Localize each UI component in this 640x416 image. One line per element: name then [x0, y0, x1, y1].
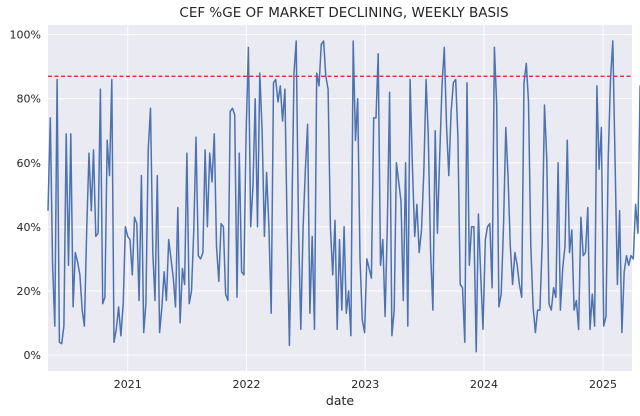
y-tick-label: 80% [17, 93, 41, 106]
y-tick-label: 20% [17, 285, 41, 298]
x-axis: 2021 2022 2023 2024 2025 [114, 378, 617, 391]
x-tick-label: 2024 [470, 378, 498, 391]
plot-area [48, 25, 632, 371]
x-tick-label: 2022 [232, 378, 260, 391]
x-tick-label: 2023 [351, 378, 379, 391]
y-axis: 0% 20% 40% 60% 80% 100% [10, 29, 41, 362]
y-tick-label: 0% [24, 349, 41, 362]
y-tick-label: 100% [10, 29, 41, 42]
chart-title: CEF %GE OF MARKET DECLINING, WEEKLY BASI… [179, 5, 508, 21]
y-tick-label: 60% [17, 157, 41, 170]
series-group [47, 40, 640, 353]
series-line [47, 40, 640, 353]
x-axis-label: date [326, 393, 354, 408]
x-tick-label: 2021 [114, 378, 142, 391]
x-tick-label: 2025 [589, 378, 617, 391]
y-tick-label: 40% [17, 221, 41, 234]
